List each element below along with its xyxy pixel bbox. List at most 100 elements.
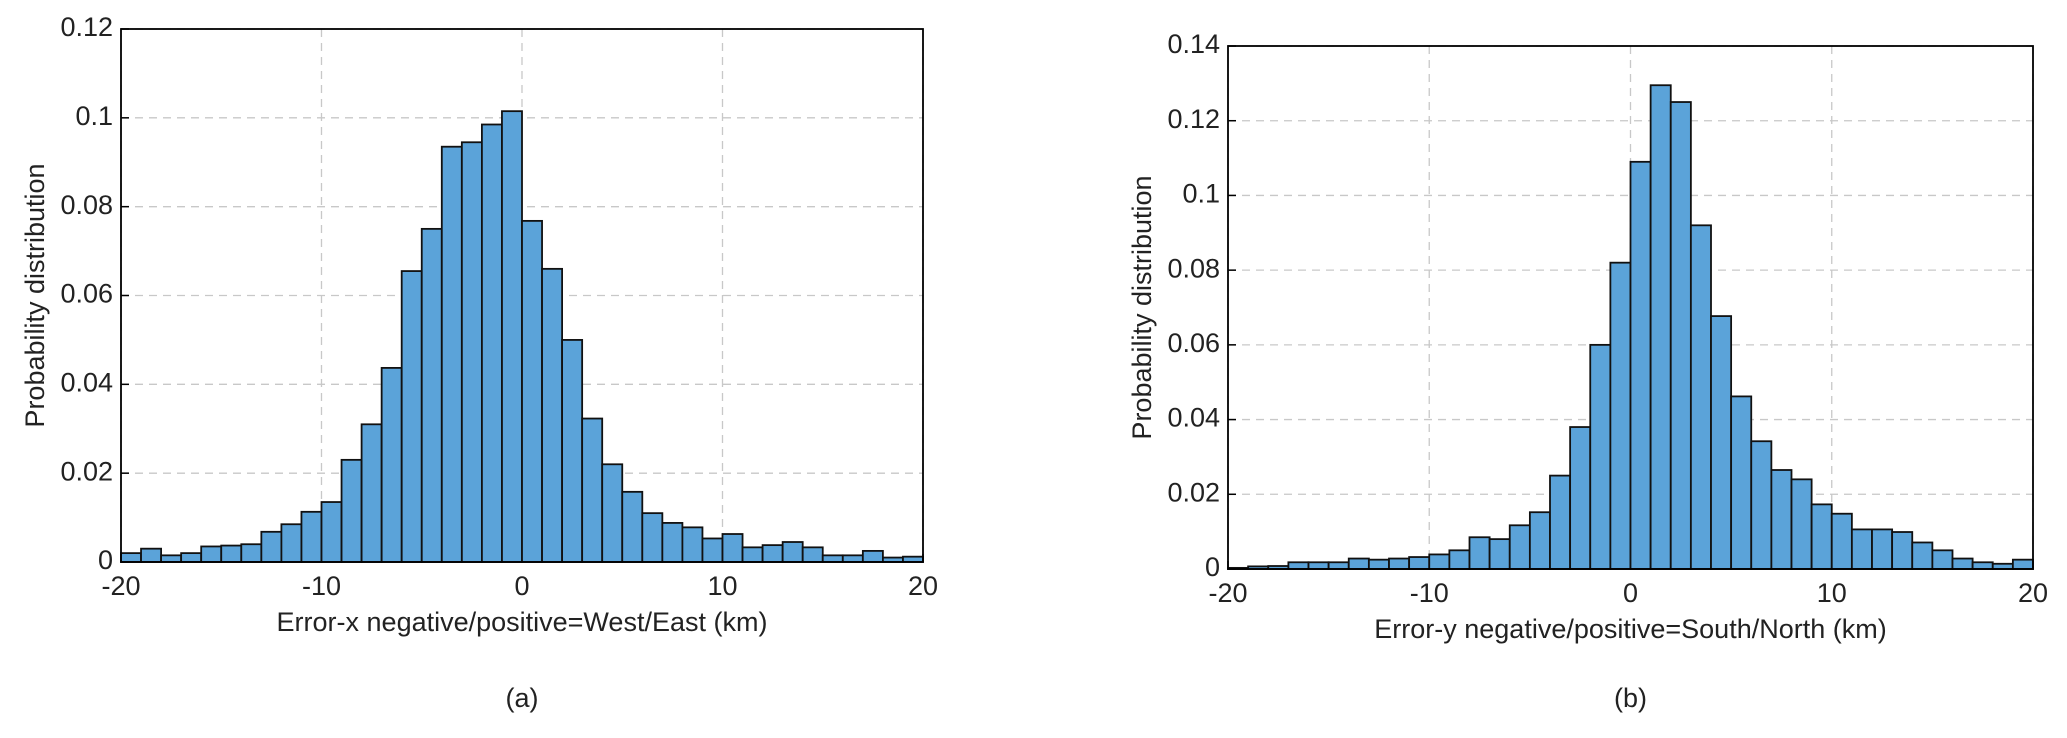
bar [420, 227, 443, 563]
x-tick-label: 20 [2018, 578, 2048, 608]
bar [280, 523, 303, 563]
y-tick-label: 0 [1205, 552, 1220, 582]
bar [1468, 536, 1491, 570]
y-tick-label: 0.1 [75, 101, 113, 131]
x-axis-label: Error-y negative/positive=South/North (k… [1374, 614, 1886, 644]
y-tick-label: 0 [98, 545, 113, 575]
bar [501, 110, 523, 563]
y-tick-label: 0.08 [1167, 253, 1220, 283]
bar [480, 123, 503, 563]
bar [1750, 440, 1773, 570]
y-axis-label: Probability distribution [1127, 175, 1157, 439]
bar [781, 541, 804, 563]
bar [220, 544, 243, 563]
bar [1730, 395, 1753, 570]
bar [1830, 512, 1853, 570]
x-tick-label: -20 [101, 571, 140, 601]
y-tick-label: 0.02 [1167, 477, 1220, 507]
bar [1367, 558, 1390, 570]
bar [140, 547, 163, 563]
y-tick-label: 0.04 [1167, 403, 1220, 433]
bar [1669, 101, 1692, 570]
bar [541, 267, 563, 563]
bar [1528, 511, 1551, 570]
y-tick-label: 0.06 [1167, 328, 1220, 358]
x-tick-label: -20 [1208, 578, 1247, 608]
bar [1589, 343, 1612, 570]
bar [641, 512, 664, 563]
plot-frame [1227, 45, 2034, 570]
bar [460, 141, 483, 563]
bar [1307, 561, 1330, 570]
bar [1971, 561, 1994, 570]
x-axis-label: Error-x negative/positive=West/East (km) [277, 607, 768, 637]
bar [801, 546, 824, 563]
bar [741, 546, 764, 563]
bar [1508, 524, 1531, 570]
bar [380, 366, 403, 563]
x-tick-label: 20 [908, 571, 938, 601]
caption: (b) [1614, 683, 1647, 713]
bar [1891, 531, 1914, 570]
bar [1931, 549, 1954, 570]
bar [400, 270, 423, 563]
bar [841, 554, 864, 563]
bar [1649, 84, 1672, 570]
bar [1347, 557, 1370, 570]
x-tick-label: 0 [514, 571, 529, 601]
bar [681, 526, 704, 563]
bar [1448, 549, 1471, 570]
x-tick-label: -10 [1410, 578, 1449, 608]
bar [761, 544, 784, 563]
bar [200, 545, 223, 563]
bar [521, 219, 543, 563]
y-tick-label: 0.14 [1167, 29, 1220, 59]
bar [320, 501, 343, 563]
x-tick-label: -10 [302, 571, 341, 601]
bar [1488, 538, 1511, 570]
bar [120, 552, 142, 563]
bar [1287, 561, 1310, 570]
y-tick-label: 0.12 [1167, 104, 1220, 134]
bar [1609, 261, 1632, 570]
y-tick-label: 0.1 [1182, 179, 1220, 209]
bar [1629, 160, 1652, 570]
bar [861, 549, 884, 563]
y-tick-label: 0.06 [60, 279, 113, 309]
bar [360, 423, 383, 563]
caption: (a) [506, 683, 539, 713]
bar [240, 543, 263, 563]
y-axis-label: Probability distribution [20, 163, 50, 427]
bar [260, 530, 283, 563]
bar [1871, 528, 1894, 570]
bar [561, 339, 584, 563]
bar [160, 554, 183, 563]
bar [1911, 541, 1934, 570]
bar [440, 145, 463, 563]
bar [1549, 474, 1572, 570]
x-tick-label: 10 [707, 571, 737, 601]
plot-frame [120, 28, 924, 563]
bar [1790, 478, 1813, 570]
bar [300, 510, 323, 563]
bar [1408, 556, 1431, 570]
y-tick-label: 0.12 [60, 12, 113, 42]
bar [1327, 561, 1350, 570]
bar [1810, 503, 1833, 570]
bar [1770, 469, 1793, 570]
bar [701, 537, 724, 563]
bar [180, 552, 203, 563]
bar [1951, 557, 1974, 570]
bar [1428, 553, 1451, 570]
y-tick-label: 0.04 [60, 367, 113, 397]
bar [1569, 426, 1592, 570]
bar [1388, 557, 1411, 570]
bar [661, 522, 684, 563]
y-tick-label: 0.02 [60, 456, 113, 486]
bar [2011, 558, 2034, 570]
bar [1710, 315, 1733, 570]
x-tick-label: 10 [1817, 578, 1847, 608]
x-tick-label: 0 [1623, 578, 1638, 608]
bar [1850, 528, 1873, 570]
